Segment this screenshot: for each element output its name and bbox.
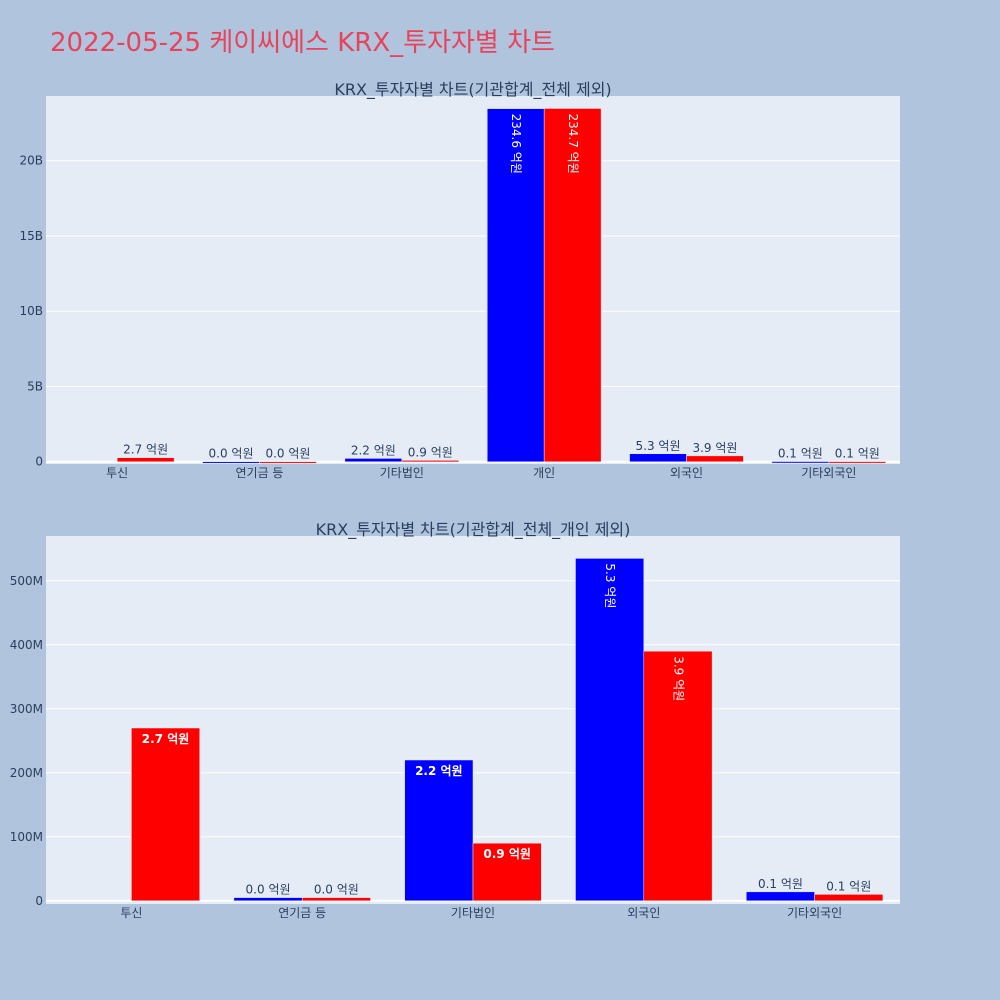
chart-1-bar: [686, 455, 744, 462]
chart-1-bar: [543, 108, 602, 462]
chart-2-x-tick-label: 기타외국인: [787, 906, 842, 920]
chart-2-title: KRX_투자자별 차트(기관합계_전체_개인 제외): [316, 520, 631, 540]
chart-2-y-tick-label: 500M: [10, 574, 43, 588]
chart-2-bar: [814, 894, 884, 902]
chart-2-x-tick-label: 기타법인: [451, 906, 495, 920]
chart-1-y-tick-label: 0: [35, 455, 43, 469]
chart-2-bar: [575, 558, 645, 902]
chart-1-title: KRX_투자자별 차트(기관합계_전체 제외): [334, 80, 611, 100]
chart-1-x-tick-label: 기타법인: [380, 466, 424, 480]
chart-2-bar: [233, 897, 303, 902]
chart-2-y-tick-label: 0: [35, 894, 43, 908]
chart-1-data-label: 234.6 억원: [509, 114, 523, 174]
chart-1-plot-area: [46, 96, 900, 464]
chart-2-bar: [131, 727, 200, 902]
chart-2-y-tick-label: 100M: [10, 830, 43, 844]
chart-2-data-label: 0.1 억원: [826, 879, 871, 893]
chart-1-data-label: 0.9 억원: [408, 445, 453, 459]
chart-1-x-tick-label: 연기금 등: [236, 466, 284, 480]
chart-1-x-tick-label: 기타외국인: [801, 466, 856, 480]
chart-1-bar: [401, 460, 460, 463]
chart-2-data-label: 0.1 억원: [758, 877, 803, 891]
chart-1-data-label: 0.0 억원: [209, 447, 254, 461]
page-title: 2022-05-25 케이씨에스 KRX_투자자별 차트: [50, 28, 555, 58]
chart-1-y-tick-label: 20B: [19, 154, 43, 168]
chart-2-data-label: 0.0 억원: [314, 883, 359, 897]
chart-2-x-tick-label: 투신: [120, 906, 142, 920]
chart-1-data-label: 3.9 억원: [692, 441, 737, 455]
chart-2-bar: [746, 891, 815, 902]
chart-2-data-label: 5.3 억원: [603, 563, 617, 608]
chart-1-bar: [202, 461, 260, 464]
chart-1-data-label: 0.0 억원: [265, 447, 310, 461]
chart-1-bar: [116, 457, 175, 462]
chart-1-bar: [771, 461, 830, 464]
chart-1-bar: [828, 461, 887, 464]
chart-1-bar: [629, 453, 687, 462]
chart-2-y-tick-label: 400M: [10, 638, 43, 652]
chart-1-x-tick-label: 외국인: [670, 466, 703, 480]
chart-1-data-label: 0.1 억원: [835, 447, 880, 461]
chart-2-y-tick-label: 200M: [10, 766, 43, 780]
chart-1-data-label: 0.1 억원: [778, 447, 823, 461]
chart-2-data-label: 0.9 억원: [483, 847, 531, 861]
chart-2-y-tick-label: 300M: [10, 702, 43, 716]
chart-2-data-label: 0.0 억원: [246, 883, 291, 897]
chart-1-data-label: 2.7 억원: [123, 443, 168, 457]
chart-2-x-tick-label: 연기금 등: [278, 906, 326, 920]
chart-1-data-label: 5.3 억원: [636, 439, 681, 453]
chart-2-bar: [404, 759, 474, 902]
chart-1-bar: [259, 461, 317, 464]
chart-2-x-tick-label: 외국인: [627, 906, 660, 920]
chart-1-data-label: 2.2 억원: [351, 443, 396, 457]
chart-1-x-tick-label: 개인: [533, 466, 555, 480]
chart-1-bar: [344, 458, 403, 462]
chart-2-bar: [472, 842, 542, 902]
chart-2-data-label: 3.9 억원: [671, 656, 685, 701]
chart-1-x-tick-label: 투신: [106, 466, 128, 480]
chart-2-data-label: 2.7 억원: [142, 732, 190, 746]
chart-2-data-label: 2.2 억원: [415, 764, 463, 778]
chart-1-bar: [486, 108, 545, 462]
chart-2-bar: [643, 650, 713, 902]
chart-1-y-tick-label: 15B: [19, 229, 43, 243]
chart-1-y-tick-label: 5B: [27, 379, 43, 393]
chart-2-bar: [301, 897, 371, 902]
chart-1-data-label: 234.7 억원: [566, 113, 580, 173]
chart-1-y-tick-label: 10B: [19, 304, 43, 318]
